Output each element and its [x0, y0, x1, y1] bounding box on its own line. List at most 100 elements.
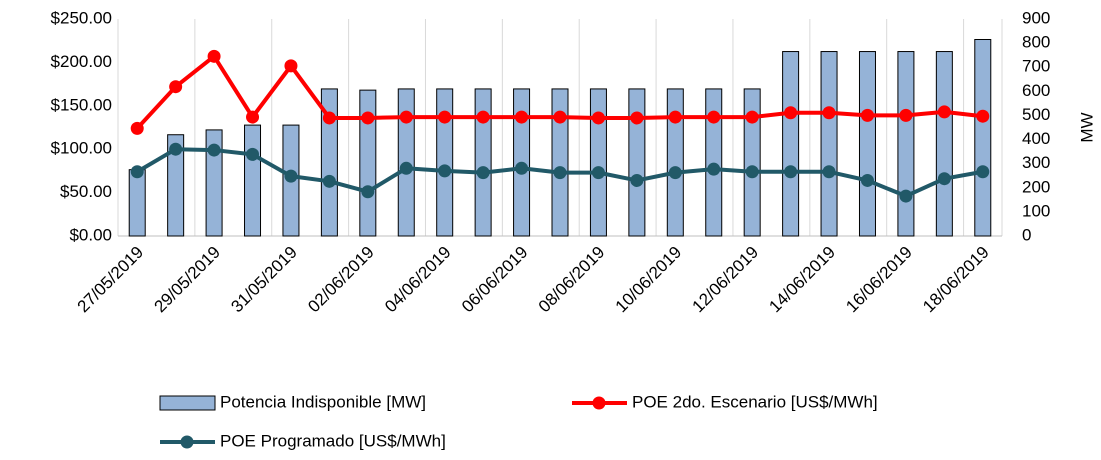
y-tick-label: $50.00: [60, 182, 112, 201]
marker: [207, 143, 221, 157]
legend-label: POE 2do. Escenario [US$/MWh]: [632, 392, 878, 411]
marker: [668, 110, 682, 124]
x-tick-label: 18/06/2019: [919, 243, 993, 317]
marker: [515, 110, 529, 124]
bar: [474, 88, 492, 237]
y2-tick-label: 0: [1022, 225, 1031, 244]
marker: [822, 165, 836, 179]
legend-label: Potencia Indisponible [MW]: [220, 392, 426, 411]
marker: [937, 172, 951, 186]
marker: [169, 142, 183, 156]
marker: [976, 165, 990, 179]
bar: [244, 124, 262, 237]
x-tick-label: 08/06/2019: [535, 243, 609, 317]
marker: [707, 162, 721, 176]
marker: [860, 108, 874, 122]
marker: [399, 110, 413, 124]
y-tick-label: $150.00: [51, 95, 112, 114]
bar: [551, 88, 569, 237]
x-tick-label: 29/05/2019: [150, 243, 224, 317]
y2-tick-label: 200: [1022, 177, 1050, 196]
marker: [976, 109, 990, 123]
bar: [705, 88, 723, 237]
marker: [591, 111, 605, 125]
marker: [784, 165, 798, 179]
marker: [246, 110, 260, 124]
y-tick-label: $250.00: [51, 8, 112, 27]
marker: [899, 189, 913, 203]
bar: [205, 129, 223, 237]
marker: [668, 166, 682, 180]
bar: [320, 88, 338, 237]
bar: [628, 88, 646, 237]
y2-tick-label: 700: [1022, 57, 1050, 76]
y2-tick-label: 100: [1022, 201, 1050, 220]
marker: [860, 173, 874, 187]
marker: [399, 161, 413, 175]
bar: [359, 89, 377, 237]
y2-axis-title: MW: [1077, 112, 1096, 142]
x-tick-label: 06/06/2019: [458, 243, 532, 317]
marker: [937, 105, 951, 119]
marker: [630, 173, 644, 187]
x-tick-label: 27/05/2019: [74, 243, 148, 317]
marker: [130, 121, 144, 135]
marker: [284, 169, 298, 183]
bar: [897, 51, 915, 237]
bar: [167, 134, 185, 237]
y-tick-label: $200.00: [51, 52, 112, 71]
y2-tick-label: 800: [1022, 33, 1050, 52]
bar: [974, 38, 992, 237]
x-tick-label: 31/05/2019: [227, 243, 301, 317]
marker: [553, 110, 567, 124]
legend-swatch: [180, 435, 194, 449]
legend-swatch: [592, 396, 606, 410]
marker: [515, 161, 529, 175]
marker: [822, 106, 836, 120]
marker: [322, 111, 336, 125]
marker: [438, 110, 452, 124]
legend-swatch: [159, 395, 216, 411]
bar: [858, 51, 876, 237]
x-tick-label: 04/06/2019: [381, 243, 455, 317]
y2-tick-label: 500: [1022, 105, 1050, 124]
marker: [169, 80, 183, 94]
y-tick-label: $100.00: [51, 139, 112, 158]
bar: [666, 88, 684, 237]
marker: [284, 59, 298, 73]
bar: [743, 88, 761, 237]
marker: [630, 111, 644, 125]
marker: [476, 166, 490, 180]
marker: [553, 166, 567, 180]
x-tick-label: 02/06/2019: [304, 243, 378, 317]
marker: [745, 165, 759, 179]
marker: [438, 164, 452, 178]
x-tick-label: 14/06/2019: [765, 243, 839, 317]
marker: [361, 185, 375, 199]
y2-tick-label: 600: [1022, 81, 1050, 100]
marker: [745, 110, 759, 124]
y2-tick-label: 400: [1022, 129, 1050, 148]
y-tick-label: $0.00: [69, 225, 112, 244]
bar: [436, 88, 454, 237]
legend-label: POE Programado [US$/MWh]: [220, 431, 446, 450]
marker: [246, 147, 260, 161]
marker: [784, 106, 798, 120]
bar: [782, 51, 800, 237]
marker: [707, 110, 721, 124]
marker: [207, 49, 221, 63]
x-tick-label: 16/06/2019: [842, 243, 916, 317]
y2-tick-label: 900: [1022, 8, 1050, 27]
marker: [899, 108, 913, 122]
bar: [128, 169, 146, 237]
x-tick-label: 10/06/2019: [612, 243, 686, 317]
marker: [476, 110, 490, 124]
marker: [130, 165, 144, 179]
y2-tick-label: 300: [1022, 153, 1050, 172]
x-tick-label: 12/06/2019: [689, 243, 763, 317]
bar: [820, 51, 838, 237]
marker: [322, 174, 336, 188]
bar: [589, 88, 607, 237]
bar: [935, 51, 953, 237]
